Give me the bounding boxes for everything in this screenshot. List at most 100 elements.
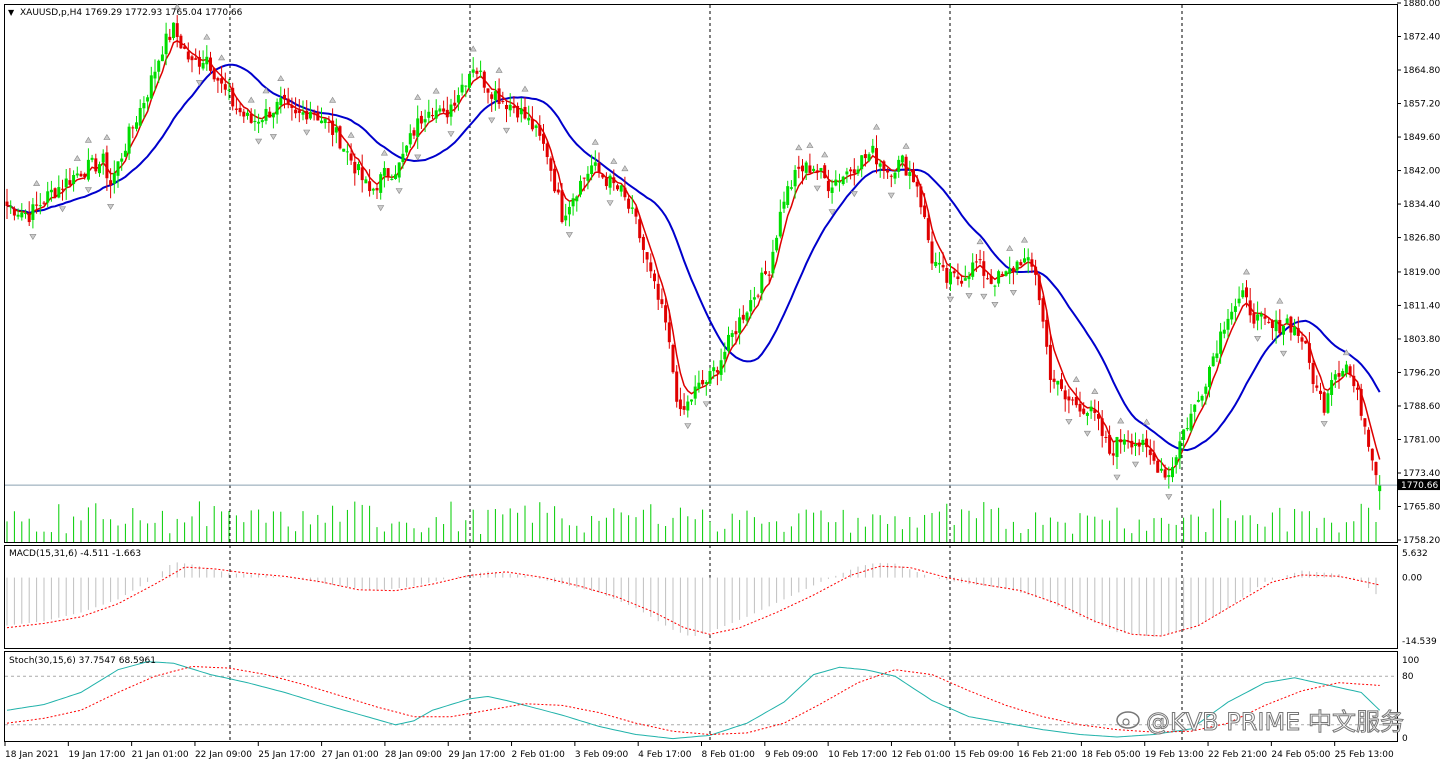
fractal-up-icon (329, 96, 337, 103)
candle-body (1034, 266, 1038, 275)
fractal-up-icon (103, 134, 111, 140)
candle-body (1108, 435, 1112, 454)
fractal-up-icon (821, 151, 829, 158)
candle-body (634, 208, 638, 217)
macd-pane (4, 545, 1398, 649)
fractal-down-icon (702, 401, 710, 408)
price-tick-label: 1773.40 (1403, 469, 1440, 479)
candle-body (519, 108, 523, 115)
candle-body (357, 164, 360, 171)
fractal-up-icon (247, 96, 255, 103)
candle-body (183, 46, 187, 49)
price-tick-label: 1857.20 (1403, 100, 1440, 110)
candle-body (16, 214, 20, 217)
candle-body (871, 145, 875, 153)
candle-body (678, 399, 682, 410)
time-tick-label: 15 Feb 09:00 (955, 750, 1014, 760)
candle-body (1256, 314, 1260, 321)
candle-body (986, 278, 989, 280)
candle-body (271, 112, 275, 118)
stoch-tick-label: 0 (1402, 734, 1408, 744)
current-price-box (1398, 479, 1440, 491)
fractal-up-icon (1143, 418, 1151, 425)
candle-body (1093, 409, 1097, 413)
candle-body (61, 188, 64, 190)
candle-body (1319, 390, 1322, 394)
candle-body (704, 382, 708, 385)
candle-body (926, 218, 930, 241)
candle-body (112, 173, 116, 184)
candle-body (123, 150, 127, 157)
candle-body (1337, 373, 1341, 377)
fractal-down-icon (107, 203, 115, 210)
candle-body (9, 206, 13, 208)
candle-body (286, 98, 290, 104)
candle-body (479, 70, 483, 72)
candle-body (345, 151, 349, 153)
candle-body (727, 334, 730, 351)
candle-body (889, 175, 893, 177)
candle-body (786, 186, 790, 205)
candle-body (623, 187, 627, 198)
fractal-up-icon (902, 142, 910, 149)
candle-body (105, 152, 109, 179)
candle-body (571, 198, 575, 207)
candle-body (1208, 366, 1211, 388)
candle-body (1097, 413, 1100, 419)
price-tick-label: 1781.00 (1403, 435, 1440, 445)
fractal-up-icon (262, 87, 270, 94)
candle-body (5, 201, 9, 206)
stoch-main-line (6, 661, 1381, 740)
candle-body (1307, 343, 1311, 363)
candle-body (20, 212, 24, 218)
candle-body (253, 120, 257, 123)
candle-body (205, 56, 209, 65)
candle-body (582, 177, 586, 179)
candle-body (1211, 356, 1215, 367)
candle-body (756, 295, 760, 297)
candle-body (212, 68, 216, 80)
candle-body (1259, 313, 1263, 317)
candle-body (586, 173, 590, 181)
candle-body (1326, 393, 1330, 413)
candle-body (904, 156, 908, 176)
candle-body (201, 62, 205, 69)
candle-body (138, 107, 142, 126)
candle-body (86, 159, 90, 180)
candle-body (900, 155, 904, 163)
candle-body (641, 236, 645, 250)
candle-body (190, 56, 194, 61)
fractal-down-icon (1254, 335, 1262, 342)
candle-body (545, 143, 549, 157)
candle-body (57, 187, 61, 198)
fractal-up-icon (173, 3, 181, 10)
candle-body (172, 22, 175, 39)
candle-body (405, 145, 409, 153)
candle-body (1130, 440, 1134, 448)
candle-body (801, 165, 804, 172)
candle-body (220, 78, 224, 84)
candle-body (682, 406, 686, 410)
candle-body (956, 276, 960, 280)
candle-body (1126, 440, 1130, 442)
candle-body (793, 169, 797, 187)
candle-body (771, 251, 775, 274)
candle-body (579, 180, 582, 195)
candle-body (1019, 262, 1023, 266)
candle-body (1245, 287, 1248, 298)
fractal-up-icon (33, 179, 41, 186)
candle-body (1052, 378, 1056, 382)
candle-body (160, 54, 164, 62)
candle-body (135, 122, 138, 129)
watermark: @KVB PRIME 中文服务 (1116, 708, 1404, 737)
candle-body (327, 121, 331, 123)
time-tick-label: 4 Feb 17:00 (638, 750, 692, 760)
collapse-triangle-icon[interactable]: ▼ (8, 8, 15, 17)
candle-body (534, 125, 538, 128)
candle-body (371, 188, 375, 191)
candle-body (468, 73, 471, 88)
candle-body (560, 190, 564, 222)
candle-body (1193, 404, 1197, 412)
candle-body (72, 174, 76, 185)
